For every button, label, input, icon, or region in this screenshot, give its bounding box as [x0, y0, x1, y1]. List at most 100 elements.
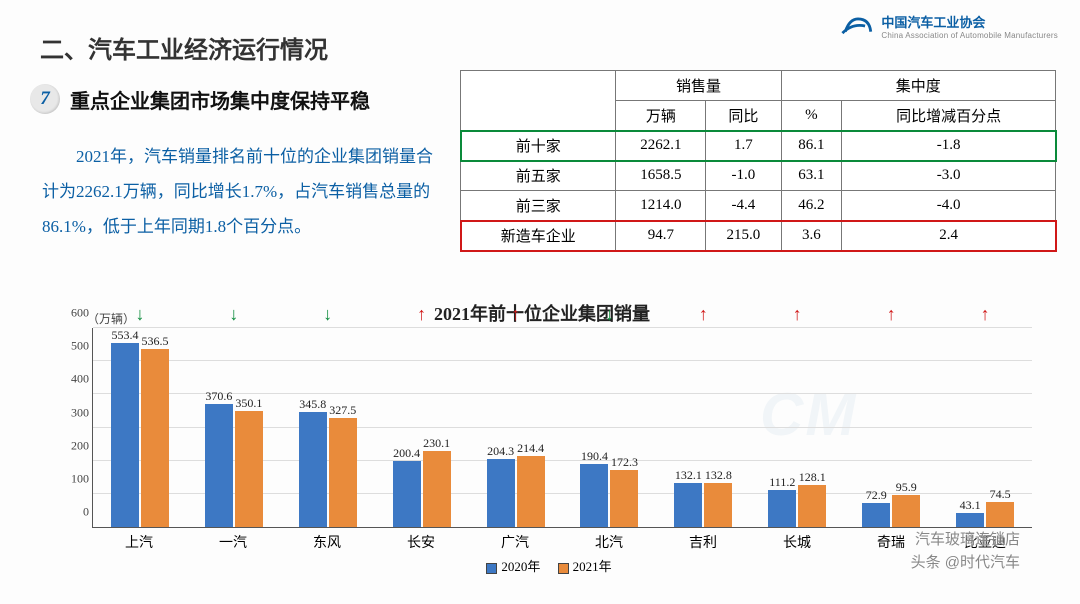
- bar-group: ↓370.6350.1: [187, 328, 281, 527]
- bar-group: ↓190.4172.3: [563, 328, 657, 527]
- bar: 128.1: [798, 485, 826, 527]
- bar: 350.1: [235, 411, 263, 527]
- bar-value-label: 230.1: [423, 436, 450, 451]
- bar-group: ↑72.995.9: [844, 328, 938, 527]
- bar-group: ↑204.3214.4: [469, 328, 563, 527]
- arrow-up-icon: ↑: [511, 304, 520, 325]
- table-cell: 1214.0: [616, 191, 706, 221]
- bar: 190.4: [580, 464, 608, 527]
- caam-logo-icon: [841, 16, 875, 36]
- chart-plot-area: （万辆） 0100200300400500600↓553.4536.5↓370.…: [92, 328, 1032, 528]
- table-row: 前三家1214.0-4.446.2-4.0: [461, 191, 1056, 221]
- bar-group: ↓345.8327.5: [281, 328, 375, 527]
- bar-chart: 2021年前十位企业集团销量 （万辆） 0100200300400500600↓…: [42, 300, 1042, 580]
- logo-brand: 中国汽车工业协会: [881, 12, 1058, 31]
- bar-value-label: 111.2: [769, 475, 795, 490]
- watermark: 汽车玻璃连锁店 头条 @时代汽车: [911, 529, 1020, 574]
- table-row: 新造车企业94.7215.03.62.4: [461, 221, 1056, 251]
- x-axis-labels: 上汽一汽东风长安广汽北汽吉利长城奇瑞比亚迪: [92, 528, 1032, 552]
- table-cell: 新造车企业: [461, 221, 616, 251]
- x-tick-label: 吉利: [656, 532, 750, 552]
- bar: 230.1: [423, 451, 451, 527]
- arrow-up-icon: ↑: [981, 304, 990, 325]
- bar-value-label: 132.1: [675, 468, 702, 483]
- bar: 200.4: [393, 461, 421, 527]
- table-cell: 前三家: [461, 191, 616, 221]
- bar: 214.4: [517, 456, 545, 527]
- bar-value-label: 190.4: [581, 449, 608, 464]
- watermark-line1: 汽车玻璃连锁店: [911, 529, 1020, 552]
- bar: 111.2: [768, 490, 796, 527]
- table-cell: 86.1: [781, 131, 842, 161]
- y-tick-label: 400: [71, 372, 89, 387]
- logo-sub: China Association of Automobile Manufact…: [881, 31, 1058, 40]
- x-tick-label: 长城: [750, 532, 844, 552]
- legend-swatch-2021: [558, 563, 569, 574]
- y-tick-label: 500: [71, 339, 89, 354]
- bar-value-label: 370.6: [205, 389, 232, 404]
- table-cell: -4.0: [842, 191, 1056, 221]
- y-tick-label: 100: [71, 471, 89, 486]
- bar-value-label: 132.8: [705, 468, 732, 483]
- th-col4: 同比增减百分点: [842, 101, 1056, 131]
- th-col3: %: [781, 101, 842, 131]
- table-cell: 46.2: [781, 191, 842, 221]
- table-cell: -4.4: [706, 191, 781, 221]
- table-cell: -3.0: [842, 161, 1056, 191]
- bar-value-label: 172.3: [611, 455, 638, 470]
- table-header-row: 销售量 集中度: [461, 71, 1056, 101]
- bar-value-label: 72.9: [866, 488, 887, 503]
- x-tick-label: 上汽: [92, 532, 186, 552]
- chart-legend: 2020年 2021年: [42, 556, 1042, 575]
- table-cell: 2262.1: [616, 131, 706, 161]
- table-row: 前五家1658.5-1.063.1-3.0: [461, 161, 1056, 191]
- arrow-up-icon: ↑: [699, 304, 708, 325]
- y-tick-label: 200: [71, 438, 89, 453]
- bar-value-label: 345.8: [299, 397, 326, 412]
- arrow-up-icon: ↑: [793, 304, 802, 325]
- bar: 345.8: [299, 412, 327, 527]
- bar-group: ↑200.4230.1: [375, 328, 469, 527]
- bar-value-label: 95.9: [896, 480, 917, 495]
- header-logo: 中国汽车工业协会 China Association of Automobile…: [841, 12, 1058, 40]
- bar-value-label: 553.4: [111, 328, 138, 343]
- table-cell: 3.6: [781, 221, 842, 251]
- x-tick-label: 长安: [374, 532, 468, 552]
- bar-value-label: 200.4: [393, 446, 420, 461]
- table-cell: 94.7: [616, 221, 706, 251]
- body-paragraph: 2021年，汽车销量排名前十位的企业集团销量合计为2262.1万辆，同比增长1.…: [42, 140, 442, 245]
- table-cell: 2.4: [842, 221, 1056, 251]
- bar: 132.8: [704, 483, 732, 527]
- arrow-down-icon: ↓: [323, 304, 332, 325]
- arrow-down-icon: ↓: [229, 304, 238, 325]
- table-row: 前十家2262.11.786.1-1.8: [461, 131, 1056, 161]
- subhead: 7 重点企业集团市场集中度保持平稳: [30, 84, 370, 114]
- table-cell: -1.0: [706, 161, 781, 191]
- y-axis-units: （万辆）: [87, 310, 135, 327]
- th-concentration: 集中度: [781, 71, 1055, 101]
- table-cell: -1.8: [842, 131, 1056, 161]
- watermark-line2: 头条 @时代汽车: [911, 552, 1020, 575]
- bar-value-label: 43.1: [960, 498, 981, 513]
- bar-value-label: 214.4: [517, 441, 544, 456]
- table-cell: 1.7: [706, 131, 781, 161]
- bar-value-label: 74.5: [990, 487, 1011, 502]
- bar: 327.5: [329, 418, 357, 527]
- legend-label-2020: 2020年: [501, 559, 540, 574]
- arrow-up-icon: ↑: [887, 304, 896, 325]
- bar: 132.1: [674, 483, 702, 527]
- table-cell: 前五家: [461, 161, 616, 191]
- bar: 72.9: [862, 503, 890, 527]
- th-col1: 万辆: [616, 101, 706, 131]
- legend-label-2021: 2021年: [573, 559, 612, 574]
- subhead-number: 7: [30, 84, 60, 114]
- bar-group: ↑132.1132.8: [656, 328, 750, 527]
- y-tick-label: 0: [83, 505, 89, 520]
- th-sales: 销售量: [616, 71, 781, 101]
- bar: 43.1: [956, 513, 984, 527]
- y-tick-label: 300: [71, 405, 89, 420]
- bar: 370.6: [205, 404, 233, 527]
- bar-value-label: 204.3: [487, 444, 514, 459]
- y-tick-label: 600: [71, 306, 89, 321]
- arrow-down-icon: ↓: [605, 304, 614, 325]
